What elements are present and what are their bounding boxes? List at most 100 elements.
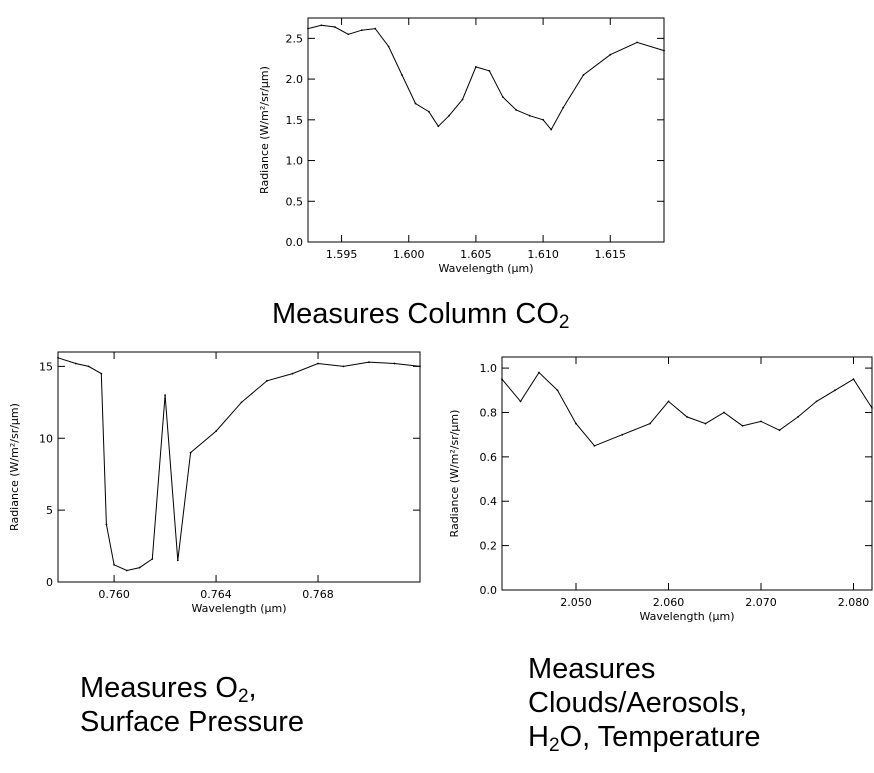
data-point <box>368 361 370 363</box>
data-point <box>550 128 553 131</box>
data-point <box>704 422 707 425</box>
y-tick-label: 0.2 <box>480 540 498 553</box>
y-tick-label: 2.0 <box>286 73 304 86</box>
data-point <box>151 558 154 560</box>
caption-right-line3-suffix: O, Temperature <box>559 721 761 753</box>
data-point <box>593 444 596 447</box>
y-tick-label: 10 <box>39 432 53 445</box>
data-point <box>663 49 665 52</box>
data-point <box>488 70 491 72</box>
data-point <box>741 424 744 427</box>
x-axis-label: Wavelength (μm) <box>639 610 734 623</box>
data-point <box>475 66 477 68</box>
caption-right-line3: H2O, Temperature <box>528 720 761 756</box>
data-point <box>419 365 421 368</box>
caption-left-line2: Surface Pressure <box>80 706 305 738</box>
caption-left-line1: Measures O2, <box>80 671 304 706</box>
x-tick-label: 2.080 <box>838 596 870 609</box>
data-point <box>125 569 128 572</box>
data-point <box>519 400 522 403</box>
data-point <box>105 523 108 526</box>
data-point <box>528 114 531 117</box>
data-point <box>215 430 218 432</box>
data-point <box>575 422 577 425</box>
plot-frame <box>501 356 873 591</box>
x-tick-label: 2.070 <box>745 596 777 609</box>
data-point <box>74 362 77 365</box>
data-point <box>621 433 624 436</box>
x-tick-label: 1.605 <box>460 248 492 261</box>
data-point <box>307 27 309 30</box>
data-point <box>562 106 565 109</box>
h2o-radiance-chart: 2.050 2.060 2.070 2.080 0.0 0.2 0.4 0.6 0.8 1.0 Wa… <box>448 356 873 623</box>
caption-left-line1-text: Measures O <box>80 672 238 704</box>
caption-right-line2: Clouds/Aerosols, <box>528 687 748 719</box>
data-point <box>347 33 350 36</box>
data-point <box>414 102 417 105</box>
y-tick-label: 1.0 <box>480 362 498 375</box>
y-tick-label: 0.0 <box>286 236 304 249</box>
caption-right-line1: Measures <box>528 653 656 685</box>
data-point <box>176 559 179 562</box>
data-point <box>501 96 504 98</box>
y-tick-label: 1.0 <box>286 155 304 168</box>
y-tick-label: 0.4 <box>480 495 498 508</box>
caption-clouds-h2o-temperature: Measures Clouds/Aerosols, H2O, Temperatu… <box>528 652 761 756</box>
y-tick-label: 5 <box>46 504 53 517</box>
y-axis-label: Radiance (W/m²/sr/μm) <box>448 410 461 538</box>
data-point <box>501 378 503 381</box>
data-point <box>320 24 323 27</box>
data-point <box>582 74 585 76</box>
data-point <box>815 400 818 403</box>
data-point <box>636 41 638 44</box>
data-point <box>461 98 464 101</box>
y-tick-label: 1.5 <box>286 114 304 127</box>
data-point <box>778 429 781 432</box>
data-point <box>538 371 540 374</box>
data-point <box>113 563 115 566</box>
data-point <box>401 74 403 76</box>
data-point <box>609 53 612 56</box>
caption-o2-surface-pressure: Measures O2, Surface Pressure <box>80 671 304 739</box>
data-point <box>852 378 855 381</box>
data-point <box>317 362 319 365</box>
caption-top-subscript: 2 <box>558 312 570 333</box>
caption-left-line1-suffix: , <box>248 672 257 704</box>
x-tick-label: 0.760 <box>98 588 130 601</box>
data-point <box>393 362 396 365</box>
data-point <box>387 45 390 48</box>
series-line <box>307 24 665 131</box>
series-line <box>57 357 421 572</box>
data-point <box>240 401 243 404</box>
data-point <box>667 400 670 403</box>
x-tick-label: 0.764 <box>200 588 232 601</box>
x-tick-label: 0.768 <box>302 588 334 601</box>
x-tick-label: 1.600 <box>393 248 425 261</box>
data-point <box>291 372 294 375</box>
data-point <box>649 422 651 425</box>
data-point <box>686 416 688 418</box>
y-tick-label: 0 <box>46 576 53 589</box>
data-point <box>164 394 167 396</box>
data-point <box>437 125 440 128</box>
y-tick-label: 2.5 <box>286 32 304 45</box>
data-point <box>360 29 363 32</box>
caption-right-line3-subscript: 2 <box>548 735 560 756</box>
data-point <box>542 118 544 121</box>
x-tick-label: 1.610 <box>527 248 559 261</box>
data-point <box>515 109 518 111</box>
y-tick-label: 0.8 <box>480 406 498 419</box>
data-point <box>760 420 762 423</box>
plot-frame <box>57 351 421 583</box>
data-point <box>834 389 836 392</box>
data-point <box>448 114 450 117</box>
x-tick-label: 2.060 <box>653 596 685 609</box>
caption-top-text: Measures Column CO <box>272 298 559 330</box>
y-axis-label: Radiance (W/m²/sr/μm) <box>8 403 21 531</box>
data-point <box>138 566 141 569</box>
data-point <box>374 27 377 30</box>
data-point <box>797 416 799 418</box>
x-tick-label: 1.615 <box>595 248 627 261</box>
plot-frame <box>307 17 665 243</box>
data-point <box>100 372 103 375</box>
